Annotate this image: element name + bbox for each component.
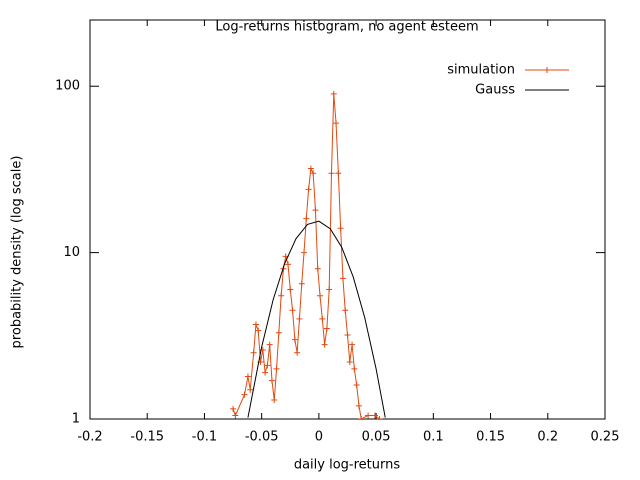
point-marker [262,369,269,376]
point-marker [252,321,259,328]
series-line [247,220,386,418]
point-marker [337,225,344,232]
y-tick-label: 1 [72,412,80,427]
point-marker [314,265,321,272]
point-marker [296,315,303,322]
point-marker [310,170,317,177]
point-marker [342,307,349,314]
x-tick-label: -0.05 [245,430,279,445]
point-marker [232,412,239,419]
point-marker [351,365,358,372]
y-tick-label: 10 [63,245,80,260]
point-marker [301,249,308,256]
point-marker [344,331,351,338]
x-tick-label: 0.2 [537,430,558,445]
x-tick-label: 0.15 [476,430,505,445]
x-tick-label: -0.2 [77,430,102,445]
point-marker [305,186,312,193]
point-marker [275,329,282,336]
point-marker [346,359,353,366]
point-marker [289,307,296,314]
point-marker [298,280,305,287]
x-tick-label: -0.1 [192,430,217,445]
point-marker [268,377,275,384]
legend-marker [544,67,550,73]
point-marker [355,402,362,409]
point-marker [349,341,356,348]
x-tick-label: 0 [315,430,323,445]
point-marker [353,382,360,389]
y-tick-label: 100 [55,79,80,94]
point-marker [247,386,254,393]
point-marker [335,170,342,177]
point-marker [365,412,372,419]
point-marker [303,215,310,222]
point-marker [284,261,291,268]
point-marker [273,365,280,372]
point-marker [278,292,285,299]
point-marker [312,207,319,214]
point-marker [255,327,262,334]
point-marker [266,341,273,348]
point-marker [376,416,383,419]
legend-label: simulation [447,63,515,78]
point-marker [307,165,314,172]
x-tick-label: 0.05 [362,430,391,445]
y-axis-label: probability density (log scale) [10,156,25,349]
plot-frame [89,19,606,420]
point-marker [339,275,346,282]
series-line [232,93,380,419]
point-marker [330,90,337,97]
x-tick-label: 0.1 [423,430,444,445]
point-marker [264,362,271,369]
x-tick-label: -0.15 [130,430,164,445]
point-marker [244,373,251,380]
point-marker [358,416,365,419]
point-marker [323,325,330,332]
point-marker [319,315,326,322]
point-marker [321,341,328,348]
legend-label: Gauss [475,83,515,98]
point-marker [241,391,248,398]
point-marker [291,336,298,343]
chart-title: Log-returns histogram, no agent esteem [215,20,478,35]
point-marker [371,412,378,419]
x-axis-label: daily log-returns [294,458,401,473]
point-marker [230,405,237,412]
point-marker [294,349,301,356]
point-marker [326,286,333,293]
point-marker [250,349,257,356]
point-marker [287,286,294,293]
point-marker [317,292,324,299]
point-marker [328,170,335,177]
point-marker [271,397,278,404]
point-marker [333,120,340,127]
x-tick-label: 0.25 [591,430,620,445]
